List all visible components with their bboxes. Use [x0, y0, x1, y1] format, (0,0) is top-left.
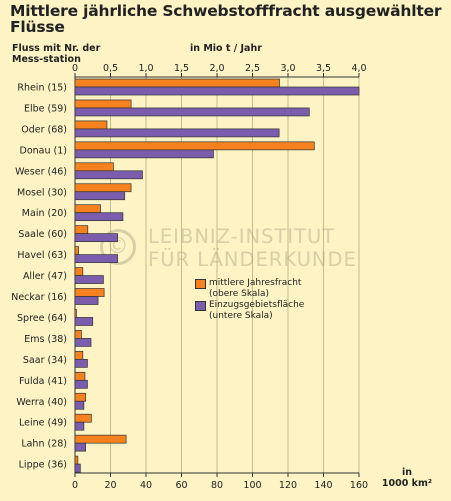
top-tick-label: 2,0: [209, 63, 224, 74]
bar-catchment-area: [74, 86, 360, 96]
top-tick-label: 3,5: [316, 63, 331, 74]
bar-catchment-area: [74, 149, 214, 159]
category-label: Leine (49): [19, 418, 67, 429]
category-label: Havel (63): [17, 250, 67, 261]
category-label: Rhein (15): [17, 83, 67, 94]
bottom-tick-label: 0: [72, 480, 78, 491]
bar-catchment-area: [74, 442, 86, 452]
top-axis-unit: in Mio t / Jahr: [190, 43, 262, 54]
bar-catchment-area: [74, 296, 99, 305]
category-label: Elbe (59): [24, 103, 67, 114]
category-label: Saar (34): [23, 355, 67, 366]
bottom-tick-label: 80: [211, 480, 223, 491]
category-label: Ems (38): [24, 334, 67, 345]
category-label: Aller (47): [23, 271, 67, 282]
bar-annual-load: [74, 162, 114, 172]
category-label: Oder (68): [21, 124, 67, 135]
bottom-tick-label: 120: [279, 480, 297, 491]
bar-annual-load: [74, 309, 77, 318]
bar-annual-load: [74, 204, 101, 214]
category-label: Spree (64): [17, 313, 67, 324]
legend-label-annual-load-line-2: (obere Skala): [209, 289, 269, 299]
bar-catchment-area: [74, 107, 310, 117]
top-tick-label: 4,0: [351, 63, 366, 74]
bottom-tick-label: 20: [104, 480, 116, 491]
bottom-tick-label: 160: [350, 480, 368, 491]
bar-annual-load: [74, 183, 132, 193]
bottom-axis-unit-line-2: 1000 km²: [381, 477, 433, 489]
category-label: Neckar (16): [11, 292, 67, 303]
watermark-line-2: FÜR LÄNDERKUNDE: [148, 248, 357, 271]
category-label: Weser (46): [15, 166, 67, 177]
bar-catchment-area: [74, 170, 143, 180]
bar-annual-load: [74, 455, 79, 465]
bar-catchment-area: [74, 233, 118, 242]
bar-catchment-area: [74, 463, 81, 473]
bottom-axis-unit-line-1: in: [401, 467, 413, 478]
bar-catchment-area: [74, 191, 126, 201]
category-label: Donau (1): [20, 145, 67, 156]
bottom-tick-label: 60: [175, 480, 187, 491]
bar-annual-load: [74, 371, 86, 381]
bottom-tick-label: 100: [243, 480, 261, 491]
bar-catchment-area: [74, 254, 118, 263]
bar-catchment-area: [74, 212, 124, 222]
top-tick-label: 1,5: [174, 63, 189, 74]
bar-annual-load: [74, 78, 280, 88]
category-label: Werra (40): [16, 397, 67, 408]
legend-label-catchment-area-line-2: (untere Skala): [209, 311, 273, 321]
bar-annual-load: [74, 288, 105, 297]
bar-catchment-area: [74, 128, 280, 138]
top-tick-label: 0: [72, 63, 78, 74]
bar-annual-load: [74, 413, 92, 423]
bar-annual-load: [74, 225, 89, 234]
category-label: Fulda (41): [19, 376, 67, 387]
top-tick-label: 1,0: [138, 63, 153, 74]
bar-annual-load: [74, 267, 84, 276]
chart-title: Mittlere jährliche Schwebstofffracht aus…: [10, 2, 442, 36]
bottom-axis-unit: in 1000 km²: [377, 467, 437, 489]
category-label: Mosel (30): [17, 187, 67, 198]
legend-swatch-annual-load: [195, 279, 206, 289]
bar-annual-load: [74, 434, 127, 444]
bar-catchment-area: [74, 275, 104, 284]
bar-catchment-area: [74, 317, 94, 326]
bar-annual-load: [74, 120, 108, 130]
river-column-header: Fluss mit Nr. der Mess-station: [12, 43, 101, 65]
bottom-tick-label: 40: [140, 480, 152, 491]
bottom-tick-label: 140: [314, 480, 332, 491]
bar-annual-load: [74, 330, 82, 339]
bar-catchment-area: [74, 400, 85, 410]
top-tick-label: 3,0: [280, 63, 295, 74]
category-label: Saale (60): [18, 229, 67, 240]
category-label: Lahn (28): [21, 439, 67, 450]
top-tick-label: 0,5: [103, 63, 118, 74]
top-tick-label: 2,5: [245, 63, 260, 74]
bar-catchment-area: [74, 338, 92, 347]
legend-label-annual-load-line-1: mittlere Jahresfracht: [209, 278, 302, 288]
bar-catchment-area: [74, 421, 85, 431]
bar-annual-load: [74, 99, 132, 109]
bar-annual-load: [74, 246, 79, 255]
bar-annual-load: [74, 392, 86, 402]
bar-annual-load: [74, 141, 315, 151]
legend-swatch-catchment-area: [195, 301, 206, 311]
legend-label-catchment-area-line-1: Einzugsgebietsfläche: [209, 300, 305, 310]
category-label: Lippe (36): [19, 460, 67, 471]
bar-annual-load: [74, 351, 84, 360]
bar-catchment-area: [74, 379, 88, 389]
bar-catchment-area: [74, 359, 88, 368]
category-label: Main (20): [22, 208, 67, 219]
